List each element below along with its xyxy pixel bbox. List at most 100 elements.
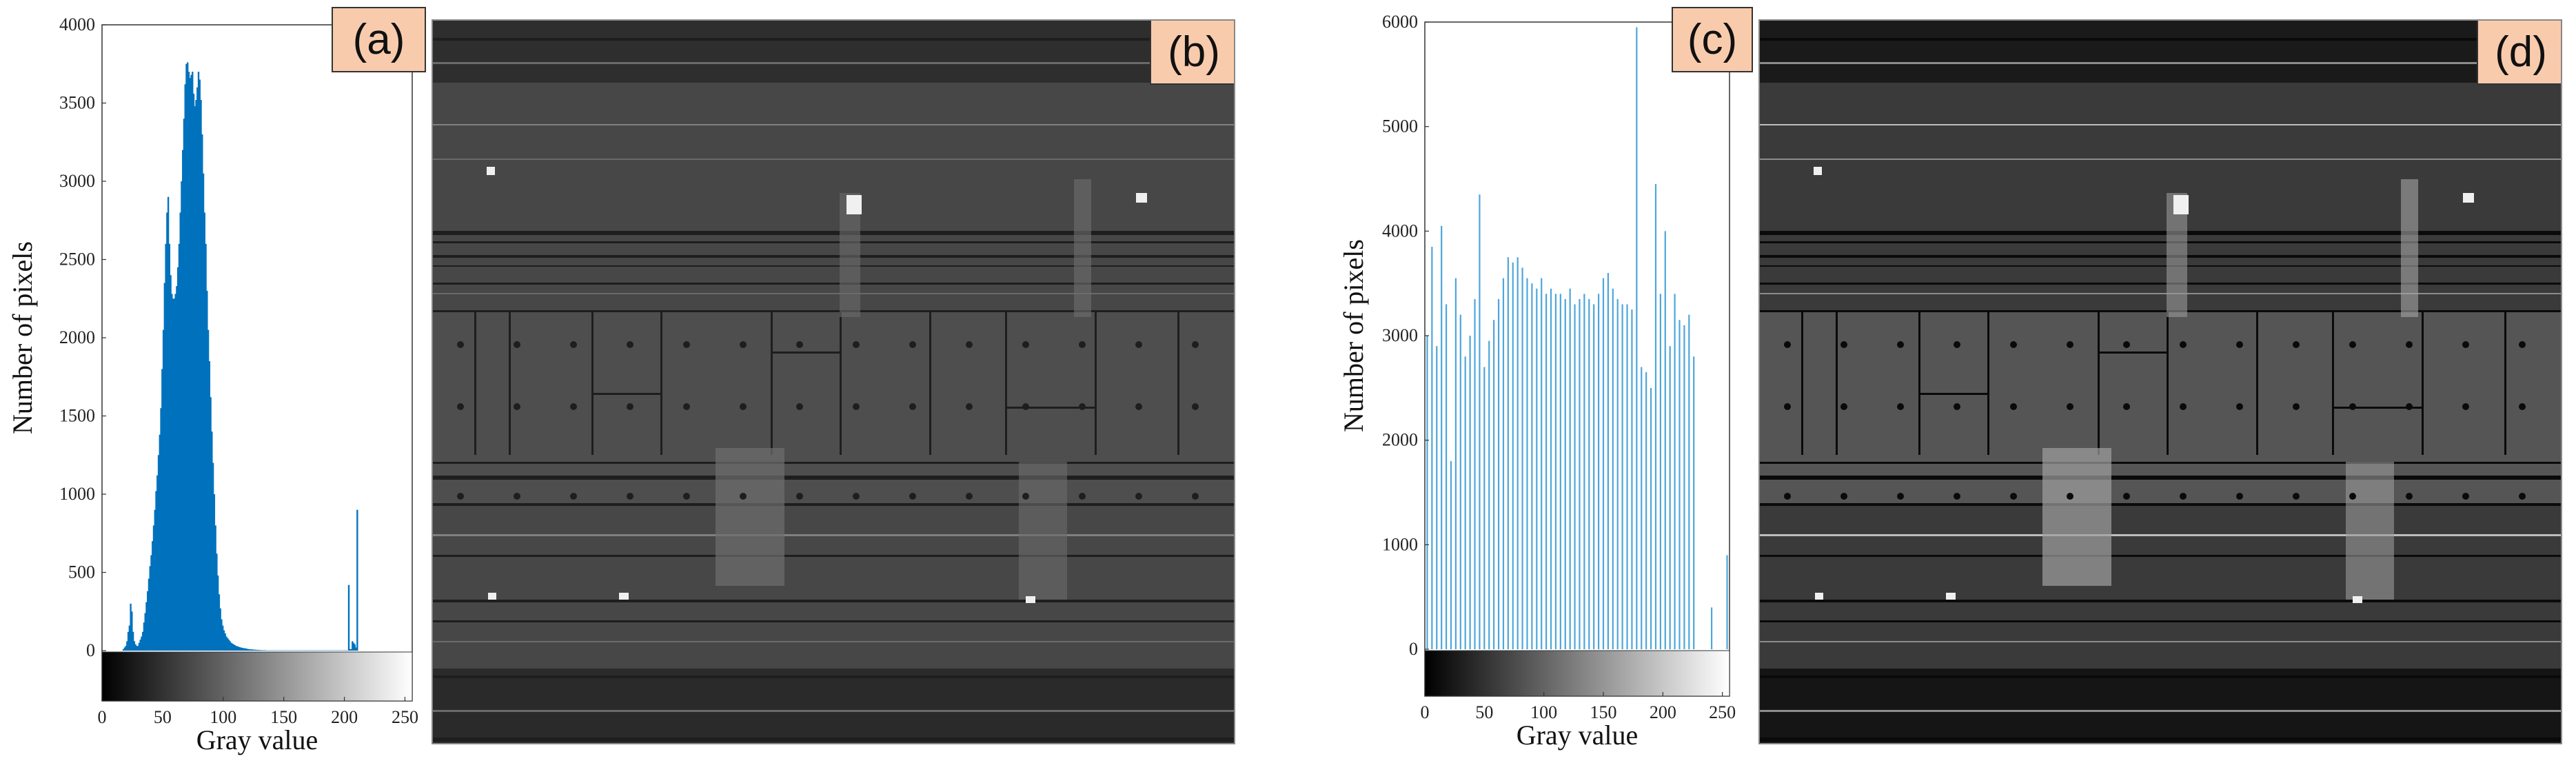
- horizontal-seam: [433, 710, 1235, 712]
- histogram-bar: [1583, 294, 1585, 649]
- panel-label-b: (b): [1150, 19, 1235, 85]
- horizontal-seam: [1760, 38, 2562, 41]
- histogram-bar: [1431, 247, 1432, 649]
- histogram-bar: [1446, 305, 1447, 650]
- bolt-hole: [2067, 493, 2073, 500]
- bolt-hole: [2349, 403, 2356, 410]
- horizontal-seam: [1760, 503, 2562, 506]
- y-tick-label: 1000: [59, 484, 95, 504]
- white-marker: [619, 593, 629, 600]
- bright-patch: [2042, 448, 2111, 586]
- y-tick-label: 3000: [1382, 325, 1418, 345]
- histogram-bar: [1521, 267, 1523, 649]
- y-tick-label: 2000: [1382, 430, 1418, 450]
- bolt-hole: [2293, 493, 2300, 500]
- bright-patch: [2346, 462, 2394, 600]
- bolt-hole: [1135, 403, 1142, 410]
- horizontal-seam: [433, 62, 1235, 64]
- bolt-hole: [683, 403, 690, 410]
- histogram-bar: [1508, 257, 1509, 649]
- white-marker: [1814, 167, 1822, 175]
- top-band: [1760, 21, 2562, 83]
- histogram-bar: [1645, 372, 1647, 649]
- histogram-bar: [1626, 305, 1627, 650]
- horizontal-seam: [433, 534, 1235, 536]
- white-marker: [488, 593, 496, 600]
- horizontal-seam: [433, 310, 1235, 312]
- bolt-hole: [1840, 403, 1847, 410]
- histogram-bar: [1455, 278, 1457, 649]
- panel-label-a: (a): [332, 7, 426, 72]
- segment-zone: [433, 310, 1235, 503]
- horizontal-seam: [433, 283, 1235, 285]
- horizontal-seam: [433, 462, 1235, 464]
- histogram-bar: [1531, 283, 1532, 649]
- bolt-hole: [853, 493, 860, 500]
- bolt-hole: [2236, 493, 2243, 500]
- horizontal-seam: [433, 231, 1235, 235]
- tunnel-image-original: (b): [432, 19, 1235, 744]
- histogram-bar: [1526, 278, 1528, 649]
- bolt-hole: [1954, 403, 1960, 410]
- histogram-bar: [1560, 294, 1561, 649]
- histogram-bar: [1598, 294, 1599, 649]
- horizontal-seam: [1760, 462, 2562, 464]
- bolt-hole: [1192, 341, 1199, 348]
- histogram-bar: [1474, 299, 1475, 649]
- bolt-hole: [2180, 403, 2187, 410]
- step-joint: [1918, 393, 1987, 395]
- horizontal-seam: [1760, 600, 2562, 602]
- y-tick-label: 4000: [59, 14, 95, 34]
- bottom-band: [1760, 669, 2562, 744]
- histogram-bar: [1493, 320, 1494, 649]
- bolt-hole: [966, 493, 973, 500]
- gray-colorbar: [102, 652, 412, 701]
- vertical-joint: [1801, 310, 1803, 455]
- horizontal-seam: [1760, 675, 2562, 678]
- bolt-hole: [2349, 493, 2356, 500]
- vertical-joint: [2256, 310, 2258, 455]
- x-tick-label: 0: [1421, 702, 1430, 722]
- x-tick-label: 250: [392, 707, 418, 727]
- x-tick-label: 50: [1475, 702, 1493, 722]
- bolt-hole: [909, 493, 916, 500]
- bolt-hole: [514, 341, 520, 348]
- white-marker: [1946, 593, 1956, 600]
- bolt-hole: [2406, 403, 2413, 410]
- bolt-hole: [2406, 493, 2413, 500]
- bolt-hole: [966, 341, 973, 348]
- horizontal-seam: [433, 555, 1235, 557]
- x-axis-label: Gray value: [196, 724, 318, 755]
- histogram-bar: [1636, 28, 1637, 649]
- x-tick-label: 250: [1709, 702, 1736, 722]
- histogram-bar: [1479, 194, 1480, 649]
- leak-streak: [2401, 179, 2418, 317]
- horizontal-seam: [433, 620, 1235, 622]
- bolt-hole: [1022, 403, 1029, 410]
- leak-streak: [1074, 179, 1091, 317]
- bolt-hole: [740, 341, 747, 348]
- histogram-bar: [1631, 309, 1632, 649]
- bolt-hole: [1079, 403, 1086, 410]
- y-tick-label: 0: [86, 640, 95, 660]
- tunnel-image-enhanced: (d): [1758, 19, 2562, 744]
- bolt-hole: [1784, 341, 1791, 348]
- horizontal-seam: [1760, 737, 2562, 742]
- bolt-hole: [796, 341, 803, 348]
- histogram-bar: [1650, 388, 1652, 649]
- histogram-bar: [1711, 607, 1712, 649]
- bolt-hole: [909, 403, 916, 410]
- x-tick-label: 200: [1650, 702, 1676, 722]
- tunnel-image-enhanced-drawing: [1760, 21, 2562, 744]
- bolt-hole: [2010, 341, 2017, 348]
- x-tick-label: 50: [154, 707, 172, 727]
- histogram-bar: [1665, 231, 1666, 649]
- bolt-hole: [796, 493, 803, 500]
- bolt-hole: [2519, 493, 2526, 500]
- bolt-hole: [740, 403, 747, 410]
- histogram-bar: [1565, 299, 1566, 649]
- y-tick-label: 6000: [1382, 12, 1418, 32]
- vertical-joint: [2422, 310, 2424, 455]
- histogram-bar: [1674, 294, 1675, 649]
- histogram-bar: [1450, 461, 1452, 649]
